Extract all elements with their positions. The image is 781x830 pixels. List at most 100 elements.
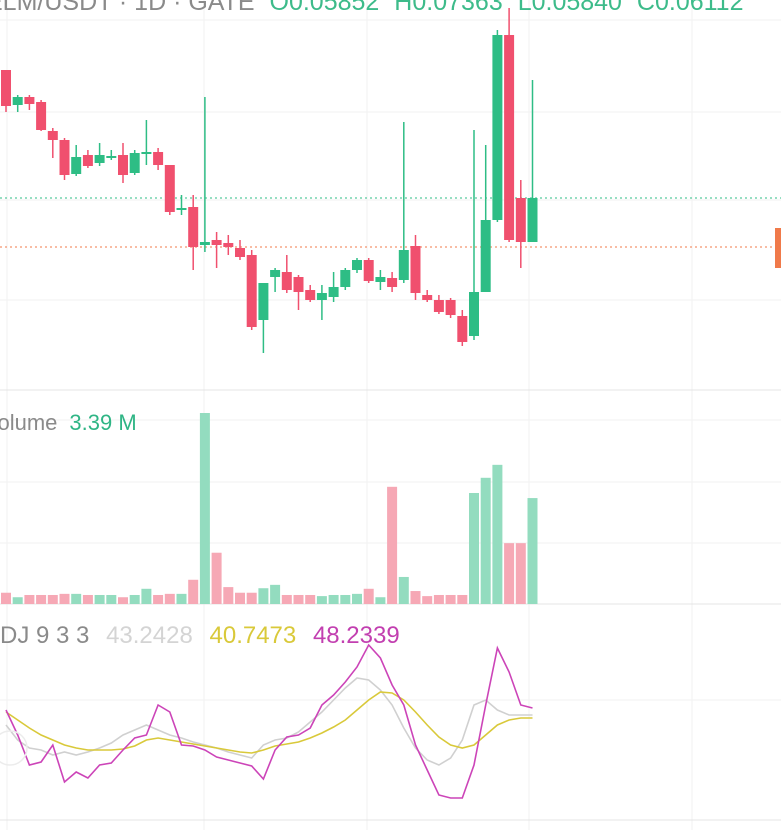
volume-bar bbox=[1, 592, 11, 604]
cursor-circle bbox=[0, 730, 28, 766]
candle-body bbox=[316, 293, 327, 300]
volume-legend: Volume 3.39 M bbox=[0, 410, 137, 436]
symbol-label: ELM/USDT · 1D · GATE bbox=[0, 0, 255, 16]
volume-bar bbox=[235, 592, 245, 604]
candle-body bbox=[24, 97, 35, 104]
volume-bar bbox=[422, 596, 433, 604]
candle-body bbox=[527, 198, 538, 242]
candle-body bbox=[328, 287, 339, 297]
kdj-j-value: 48.2339 bbox=[312, 622, 400, 649]
volume-bar bbox=[82, 594, 93, 604]
volume-bar bbox=[457, 594, 468, 604]
candle-body bbox=[422, 295, 433, 300]
volume-bar bbox=[492, 464, 503, 604]
price-tag bbox=[775, 228, 781, 268]
volume-bar bbox=[12, 597, 23, 604]
candle-body bbox=[12, 97, 23, 105]
volume-bar bbox=[504, 543, 515, 604]
volume-bar bbox=[340, 594, 351, 604]
volume-bar bbox=[141, 588, 152, 604]
volume-bar bbox=[352, 593, 362, 604]
candle-body bbox=[293, 277, 304, 292]
candle-body bbox=[492, 35, 503, 220]
kdj-legend: KDJ 9 3 3 43.2428 40.7473 48.2339 bbox=[0, 622, 410, 650]
candle-body bbox=[480, 220, 491, 292]
volume-bar bbox=[515, 543, 526, 604]
candle-body bbox=[82, 155, 93, 166]
volume-bar bbox=[469, 493, 479, 604]
candle-body bbox=[36, 102, 47, 130]
volume-bar bbox=[445, 594, 456, 604]
volume-bar bbox=[281, 594, 292, 604]
volume-bar bbox=[270, 584, 281, 604]
volume-bar bbox=[246, 592, 257, 604]
candle-body bbox=[281, 272, 292, 290]
candle-body bbox=[433, 300, 444, 312]
volume-bar bbox=[328, 594, 339, 604]
candle-body bbox=[59, 140, 70, 175]
candle-body bbox=[118, 155, 128, 175]
candle-body bbox=[235, 248, 245, 257]
candle-body bbox=[305, 290, 316, 300]
candle-body bbox=[153, 152, 164, 165]
candle-body bbox=[410, 246, 421, 293]
kdj-k-value: 43.2428 bbox=[106, 622, 193, 649]
volume-bar bbox=[480, 477, 491, 604]
ohlc-header: ELM/USDT · 1D · GATE O0.05852 H0.07363 L… bbox=[0, 0, 744, 17]
candle-body bbox=[129, 153, 140, 173]
kdj-d-value: 40.7473 bbox=[209, 622, 297, 649]
candle-body bbox=[363, 260, 374, 281]
volume-bar bbox=[71, 593, 82, 604]
volume-bar bbox=[47, 594, 58, 604]
candle-body bbox=[445, 300, 456, 315]
candle-body bbox=[71, 157, 82, 174]
candle-body bbox=[457, 316, 468, 342]
candle-body bbox=[47, 131, 58, 140]
candle-body bbox=[246, 255, 257, 327]
volume-bar bbox=[24, 594, 35, 604]
candle-body bbox=[211, 240, 222, 245]
volume-bar bbox=[363, 588, 374, 604]
candle-body bbox=[141, 152, 152, 154]
volume-bar bbox=[375, 597, 386, 604]
candle-body bbox=[504, 35, 515, 240]
volume-bar bbox=[199, 413, 210, 604]
volume-bar bbox=[293, 594, 304, 604]
kdj-label: KDJ 9 3 3 bbox=[0, 622, 90, 649]
candle-body bbox=[375, 277, 386, 282]
volume-bar bbox=[176, 593, 187, 604]
candle-body bbox=[223, 243, 234, 247]
close-value: C0.06112 bbox=[636, 0, 744, 16]
kdj-line-d bbox=[5, 691, 533, 754]
volume-bar bbox=[129, 594, 140, 604]
volume-bar bbox=[106, 594, 117, 604]
candle-body bbox=[515, 198, 526, 242]
candle-body bbox=[188, 207, 199, 247]
candle-body bbox=[106, 156, 117, 158]
volume-bar bbox=[305, 594, 316, 604]
volume-bar bbox=[398, 576, 409, 604]
volume-bar bbox=[164, 593, 175, 604]
volume-label: Volume bbox=[0, 410, 58, 435]
volume-bar bbox=[387, 486, 398, 604]
volume-bar bbox=[118, 597, 128, 604]
candle-body bbox=[258, 283, 269, 320]
volume-value: 3.39 M bbox=[69, 410, 137, 435]
candle-body bbox=[199, 242, 210, 245]
high-value: H0.07363 bbox=[394, 0, 503, 16]
volume-bar bbox=[211, 552, 222, 604]
volume-bar bbox=[153, 594, 164, 604]
kdj-line-j bbox=[5, 643, 533, 799]
volume-bar bbox=[223, 587, 234, 604]
candle-body bbox=[340, 270, 351, 287]
candle-body bbox=[469, 292, 479, 336]
volume-bar bbox=[527, 498, 538, 604]
volume-bar bbox=[410, 591, 421, 604]
volume-bar bbox=[316, 596, 327, 604]
candle-body bbox=[387, 278, 398, 287]
candle-body bbox=[270, 270, 281, 277]
candle-body bbox=[352, 260, 362, 270]
volume-bar bbox=[258, 588, 269, 604]
